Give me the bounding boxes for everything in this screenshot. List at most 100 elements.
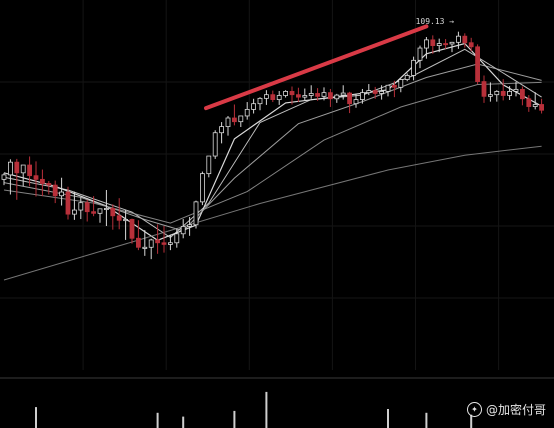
candle-body <box>46 183 52 186</box>
candle-body <box>334 94 340 100</box>
candle-body <box>359 92 365 100</box>
candle-body <box>520 88 525 100</box>
trend-arrow <box>204 24 429 111</box>
candle-body <box>244 109 250 117</box>
candle-body <box>526 98 532 107</box>
candle-body <box>199 173 205 203</box>
candle-body <box>487 94 493 97</box>
candle-body <box>391 84 397 88</box>
candle-body <box>276 95 282 100</box>
candle-body <box>398 79 404 88</box>
candle-body <box>539 104 544 111</box>
candle-body <box>481 81 487 97</box>
candle-body <box>295 94 301 98</box>
trend-arrow-line <box>204 24 429 111</box>
candle-body <box>494 91 500 96</box>
candle-body <box>385 84 391 92</box>
moving-average-line <box>3 81 542 224</box>
candle-body <box>7 161 13 176</box>
candle-body <box>366 90 372 94</box>
candle-body <box>238 115 244 123</box>
volume-bar <box>265 391 268 428</box>
volume-bar <box>470 414 473 428</box>
candle-body <box>251 103 257 110</box>
candle-body <box>65 191 71 215</box>
candle-body <box>443 43 449 46</box>
candle-body <box>59 191 64 197</box>
candle-body <box>532 104 538 107</box>
candle-body <box>257 97 263 105</box>
candle-body <box>14 161 20 174</box>
volume-bar <box>35 407 37 428</box>
candle-body <box>430 39 436 46</box>
volume-bar <box>233 410 236 428</box>
candle-body <box>455 35 461 43</box>
candle-body <box>187 224 193 227</box>
candle-body <box>340 92 346 96</box>
candle-body <box>347 92 353 105</box>
candle-body <box>161 242 167 245</box>
candle-body <box>27 164 33 177</box>
candle-body <box>513 88 519 92</box>
volume-bar <box>182 416 185 428</box>
moving-average-line <box>3 42 542 241</box>
candle-body <box>148 239 154 248</box>
candle-body <box>315 93 321 97</box>
candle-body <box>167 242 173 245</box>
candle-body <box>353 99 359 105</box>
candle-body <box>372 90 378 94</box>
candle-body <box>327 92 333 100</box>
sparkle-icon: ✦ <box>466 402 482 417</box>
candle-body <box>116 215 122 221</box>
candle-body <box>449 41 455 45</box>
candle-body <box>302 95 308 98</box>
candle-body <box>263 94 269 99</box>
candle-body <box>97 208 103 214</box>
candle-body <box>33 175 39 180</box>
candle-body <box>475 46 481 82</box>
candle-body <box>142 246 148 249</box>
moving-average-lines <box>3 42 542 281</box>
candle-body <box>462 35 468 44</box>
candle-body <box>174 233 180 244</box>
candle-body <box>468 42 474 48</box>
candle-body <box>20 164 26 174</box>
candle-body <box>225 117 231 127</box>
candle-body <box>219 126 225 134</box>
candlestick-series <box>1 31 544 260</box>
candle-body <box>308 93 314 96</box>
candle-body <box>91 211 96 214</box>
candle-body <box>155 239 161 244</box>
candle-body <box>411 59 417 76</box>
candle-body <box>423 39 429 49</box>
chart-grid <box>0 0 554 370</box>
candle-body <box>135 237 141 248</box>
candle-body <box>321 92 327 97</box>
volume-bar <box>156 412 159 428</box>
candle-body <box>206 155 212 175</box>
candle-body <box>379 91 385 94</box>
volume-bar <box>425 412 428 428</box>
candle-body <box>270 94 276 100</box>
peak-price-label: 10​​9.13 → <box>416 17 455 26</box>
candle-body <box>500 91 506 96</box>
candle-body <box>129 219 135 239</box>
candle-body <box>283 91 289 96</box>
candle-body <box>417 47 423 61</box>
candle-body <box>507 91 513 96</box>
candle-body <box>404 75 410 80</box>
volume-bar <box>387 409 389 428</box>
candle-body <box>1 174 7 180</box>
moving-average-line <box>3 145 542 281</box>
candle-body <box>289 91 295 96</box>
watermark-text: @加密付哥 <box>485 403 546 417</box>
candle-body <box>78 202 84 211</box>
candle-body <box>231 117 237 123</box>
candle-body <box>110 208 116 217</box>
candle-body <box>52 184 58 197</box>
watermark: ✦ @加密付哥 <box>466 401 546 418</box>
candle-body <box>212 132 218 157</box>
candle-body <box>84 202 90 213</box>
candle-body <box>123 219 128 222</box>
